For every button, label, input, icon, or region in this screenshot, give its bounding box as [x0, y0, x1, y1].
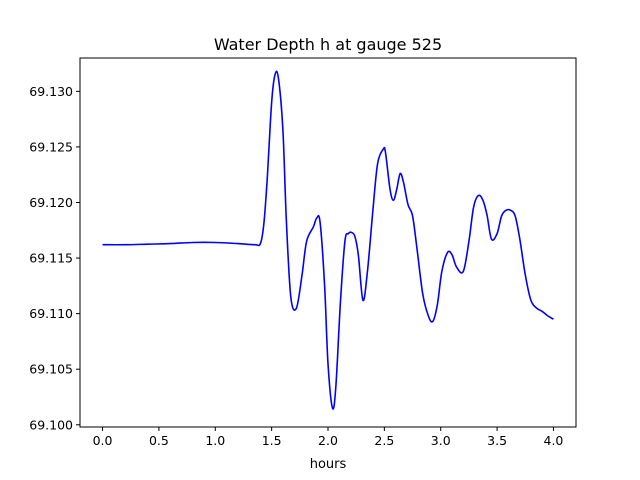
y-tick-label: 69.125: [29, 139, 73, 154]
x-tick-label: 2.5: [374, 433, 394, 448]
x-tick-label: 1.0: [205, 433, 225, 448]
y-tick-label: 69.100: [29, 417, 73, 432]
y-tick-label: 69.120: [29, 195, 73, 210]
axes: 0.0 0.5 1.0 1.5 2.0 2.5 3.0 3.5 4.0 69.100 69.105 6…: [29, 57, 577, 448]
y-tick-label: 69.115: [29, 251, 73, 266]
x-axis-label: hours: [310, 457, 347, 472]
series-line-0: [102, 70, 554, 410]
chart-title: Water Depth h at gauge 525: [214, 35, 442, 54]
x-tick-label: 0.0: [93, 433, 113, 448]
x-tick-label: 1.5: [262, 433, 282, 448]
x-tick-label: 0.5: [149, 433, 169, 448]
x-tick-label: 3.0: [431, 433, 451, 448]
plot-area: [102, 70, 554, 410]
y-tick-label: 69.110: [29, 306, 73, 321]
y-tick-label: 69.105: [29, 362, 73, 377]
y-tick-label: 69.130: [29, 84, 73, 99]
x-tick-label: 3.5: [487, 433, 507, 448]
x-tick-label: 4.0: [544, 433, 564, 448]
x-tick-label: 2.0: [318, 433, 338, 448]
